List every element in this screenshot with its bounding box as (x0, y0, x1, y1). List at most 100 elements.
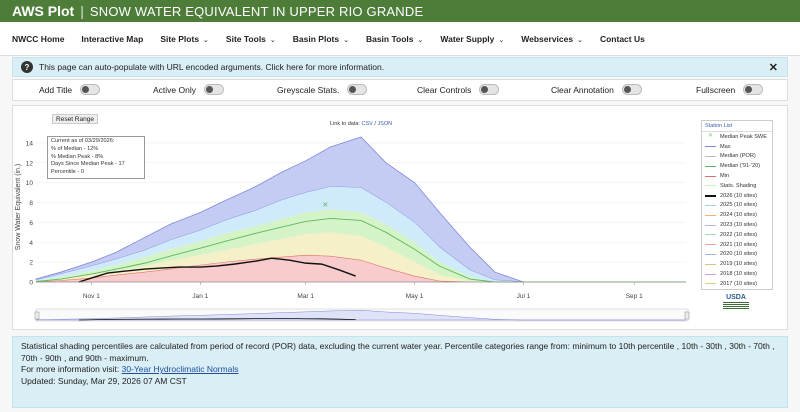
legend-item[interactable]: 2023 (10 sites) (702, 220, 772, 230)
legend-item[interactable]: 2024 (10 sites) (702, 210, 772, 220)
nav-item[interactable]: Contact Us (600, 34, 645, 44)
legend-item[interactable]: Median ('91-'20) (702, 161, 772, 171)
toggle-switch[interactable] (204, 84, 224, 95)
header-separator: | (80, 3, 84, 19)
main-nav: NWCC Home Interactive Map Site Plots ⌄ Site … (0, 22, 800, 56)
legend-title[interactable]: Station List (702, 121, 772, 132)
legend-item[interactable]: 2019 (10 sites) (702, 259, 772, 269)
legend-swatch (705, 222, 716, 229)
legend-swatch (705, 212, 716, 219)
legend-swatch (705, 173, 716, 180)
legend-item[interactable]: 2017 (10 sites) (702, 279, 772, 289)
legend-label: 2022 (10 sites) (720, 231, 758, 238)
legend-label: 2019 (10 sites) (720, 261, 758, 268)
legend-swatch (705, 231, 716, 238)
data-link-label: Link to data: (330, 121, 360, 127)
notes-more: For more information visit: 30-Year Hydr… (21, 364, 779, 376)
app-brand[interactable]: AWS Plot (12, 3, 75, 19)
station-legend[interactable]: Station List ✕ Median Peak SWE Max Median (… (701, 120, 773, 290)
legend-item[interactable]: 2018 (10 sites) (702, 269, 772, 279)
nav-item[interactable]: Water Supply ⌄ (440, 34, 504, 44)
x-tick-label: Mar 1 (297, 293, 314, 300)
nav-item[interactable]: Interactive Map (81, 34, 143, 44)
nav-item[interactable]: Site Tools ⌄ (226, 34, 276, 44)
notes-line: Statistical shading percentiles are calc… (21, 341, 775, 351)
normals-link[interactable]: 30-Year Hydroclimatic Normals (121, 364, 239, 374)
page-title: SNOW WATER EQUIVALENT IN UPPER RIO GRAND… (89, 3, 424, 19)
notes-line: 70th - 90th , and 90th - maximum. (21, 352, 149, 363)
legend-swatch (705, 192, 716, 199)
nav-item-label: Basin Plots (292, 33, 340, 44)
range-handle-right[interactable] (684, 311, 690, 320)
close-icon[interactable]: ✕ (768, 62, 778, 74)
toggle-switch[interactable] (479, 84, 500, 95)
chevron-down-icon: ⌄ (417, 36, 424, 44)
legend-item[interactable]: Stats. Shading (702, 181, 772, 191)
legend-item[interactable]: 2020 (10 sites) (702, 250, 772, 260)
legend-swatch (705, 241, 716, 248)
reset-range-button[interactable]: Reset Range (52, 114, 98, 124)
legend-label: 2023 (10 sites) (720, 222, 758, 229)
nav-item-label: Basin Tools (365, 33, 414, 44)
toggle-label: Fullscreen (696, 84, 736, 95)
legend-item[interactable]: Min (702, 171, 772, 181)
toggle-switch[interactable] (621, 84, 642, 95)
legend-swatch (705, 202, 716, 209)
legend-swatch (705, 143, 716, 150)
legend-item[interactable]: ✕ Median Peak SWE (702, 132, 772, 142)
legend-item[interactable]: Max (702, 142, 772, 152)
legend-item[interactable]: 2022 (10 sites) (702, 230, 772, 240)
x-tick-label: Jul 1 (517, 293, 531, 300)
x-tick-label: Nov 1 (83, 293, 100, 300)
y-tick-label: 14 (26, 140, 34, 147)
toggle-switch[interactable] (347, 84, 368, 95)
legend-swatch (705, 182, 716, 189)
link-slash: / (374, 121, 376, 127)
legend-swatch (705, 153, 716, 160)
nav-item[interactable]: Site Plots ⌄ (160, 34, 209, 44)
navigator-series (35, 310, 686, 321)
toggle-label: Add Title (39, 84, 73, 95)
legend-label: 2026 (10 sites) (720, 192, 758, 199)
notes-more-label: For more information visit: (21, 364, 120, 374)
legend-label: 2017 (10 sites) (720, 280, 758, 287)
notes-panel: Statistical shading percentiles are calc… (12, 336, 788, 408)
chevron-down-icon: ⌄ (343, 36, 349, 44)
x-tick-label: Jan 1 (192, 293, 208, 300)
legend-label: 2025 (10 sites) (720, 202, 758, 209)
legend-label: 2018 (10 sites) (720, 271, 758, 278)
nav-item[interactable]: NWCC Home (12, 34, 64, 44)
info-message[interactable]: This page can auto-populate with URL enc… (39, 62, 385, 72)
legend-item[interactable]: 2026 (10 sites) (702, 191, 772, 201)
legend-item[interactable]: 2025 (10 sites) (702, 201, 772, 211)
csv-link[interactable]: CSV (361, 121, 373, 127)
toggle-switch[interactable] (80, 84, 101, 95)
x-tick-label: May 1 (406, 293, 424, 300)
usda-logo: USDA (723, 294, 749, 310)
json-link[interactable]: JSON (377, 121, 393, 127)
legend-label: Median (POR) (720, 153, 756, 160)
stats-line: Current as of 03/29/2026: (51, 138, 115, 144)
nav-item[interactable]: Basin Tools ⌄ (366, 34, 423, 44)
legend-swatch: ✕ (707, 133, 714, 140)
band-10-30 (36, 232, 686, 282)
nav-item-label: Webservices (521, 33, 574, 44)
legend-label: Median ('91-'20) (720, 163, 761, 170)
y-tick-label: 2 (29, 260, 33, 267)
y-tick-label: 10 (26, 180, 34, 187)
toggle-option: Clear Controls (417, 84, 500, 95)
toggle-option: Active Only (153, 84, 224, 95)
toggle-switch[interactable] (743, 84, 764, 95)
nav-item-label: Site Plots (160, 33, 200, 44)
toggle-bar: Add Title Active Only Greyscale Stats. Clea… (12, 79, 788, 101)
legend-item[interactable]: Median (POR) (702, 152, 772, 162)
range-handle-left[interactable] (34, 311, 40, 320)
app-header: AWS Plot | SNOW WATER EQUIVALENT IN UPPE… (0, 0, 800, 22)
legend-item[interactable]: 2021 (10 sites) (702, 240, 772, 250)
info-banner[interactable]: ? This page can auto-populate with URL e… (12, 57, 788, 77)
nav-item-label: Interactive Map (81, 33, 144, 44)
nav-item[interactable]: Webservices ⌄ (521, 34, 583, 44)
stats-box: Current as of 03/29/2026: % of Median - … (47, 136, 145, 179)
nav-item[interactable]: Basin Plots ⌄ (293, 34, 349, 44)
